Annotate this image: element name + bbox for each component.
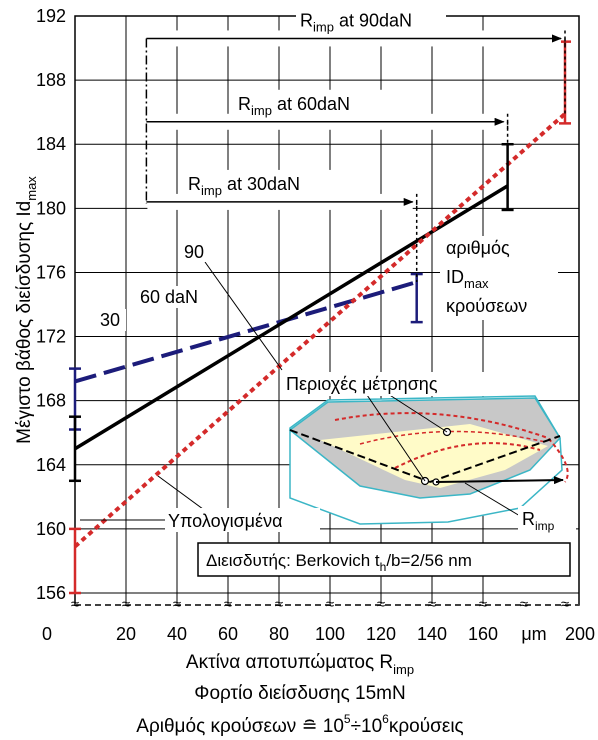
- y-tick-labels: 156 160 164 168 172 176 180 184 188 192: [36, 6, 66, 603]
- axis-break-marker: ≈: [122, 596, 130, 613]
- axis-break-marker: ≈: [71, 596, 79, 613]
- x-tick-label: 200: [565, 624, 595, 644]
- error-bar: [69, 415, 81, 483]
- r-imp-label: Rimp at 30daN: [188, 174, 300, 198]
- r-imp-arrow: Rimp at 90daN: [146, 6, 566, 47]
- x-unit-label: μm: [521, 624, 546, 644]
- series-line-90: [73, 112, 567, 549]
- measurement-regions-label: Περιοχές μέτρησης: [286, 374, 438, 394]
- x-tick-label: 140: [417, 624, 447, 644]
- r-imp-label: Rimp at 90daN: [300, 10, 412, 34]
- x-tick-label: 120: [366, 624, 396, 644]
- leader-90: [204, 261, 283, 371]
- r-imp-arrow: Rimp at 60daN: [146, 89, 509, 130]
- axis-break-marker: ≈: [479, 596, 487, 613]
- inset-red-contour-mid: [359, 430, 546, 445]
- r-imp-arrow: Rimp at 30daN: [146, 169, 418, 212]
- series-label-30: 30: [100, 310, 120, 330]
- y-axis-title: Μέγιστο βάθος διείσδυσης Idmax: [14, 176, 39, 444]
- inset-dashed-right: [429, 435, 561, 483]
- inset-red-contour-outer: [334, 412, 569, 483]
- axis-break-marker: ≈: [275, 596, 283, 613]
- y-tick-label: 176: [36, 262, 66, 282]
- impacts-footer: Αριθμός κρούσεων ≘ 105÷106κρούσεις: [136, 712, 463, 737]
- leader-measurement-a: [384, 391, 448, 433]
- y-tick-label: 180: [36, 198, 66, 218]
- x-axis-title: Ακτίνα αποτυπώματος Rimp: [186, 652, 414, 677]
- leader-r-imp: [464, 482, 521, 517]
- y-tick-label: 168: [36, 391, 66, 411]
- label-bg-impacts: [440, 236, 558, 320]
- series-label-60: 60 daN: [140, 287, 198, 307]
- error-bar: [69, 527, 81, 595]
- y-tick-label: 192: [36, 6, 66, 26]
- error-bars: [69, 40, 571, 595]
- impacts-id: IDmax: [446, 267, 489, 291]
- axis-break-marker: ≈: [377, 596, 385, 613]
- r-imp-label-bg: [234, 89, 384, 116]
- inset-dashed-left: [289, 429, 431, 483]
- inset-diagram: [288, 391, 569, 525]
- indenter-label: Διεισδυτής: Berkovich th/b=2/56 nm: [206, 551, 472, 574]
- x-tick-label: 20: [116, 624, 136, 644]
- series-label-90: 90: [184, 242, 204, 262]
- y-tick-label: 184: [36, 134, 66, 154]
- y-tick-label: 160: [36, 519, 66, 539]
- label-bg-60: [137, 286, 215, 308]
- x-tick-label: 80: [269, 624, 289, 644]
- impacts-unit: κρούσεων: [446, 296, 527, 316]
- inset-r-imp-label: Rimp: [522, 509, 555, 533]
- label-bg-30: [98, 309, 126, 331]
- y-tick-label: 172: [36, 327, 66, 347]
- label-bg-calculated: [165, 508, 320, 532]
- load-label: Φορτίο διείσδυσης 15mN: [194, 683, 405, 704]
- x-tick-labels: 0 20 40 60 80 100 120 140 160 200 μm: [42, 624, 595, 644]
- axis-break-markers: ≈ ≈ ≈ ≈ ≈ ≈ ≈ ≈ ≈ ≈ ≈: [71, 596, 569, 613]
- r-imp-label-bg: [184, 169, 334, 196]
- impacts-title: αριθμός: [446, 238, 510, 258]
- leader-calculated: [157, 475, 208, 513]
- axis-break-marker: ≈: [173, 596, 181, 613]
- y-tick-label: 156: [36, 583, 66, 603]
- inset-r-arrow: [435, 476, 564, 485]
- x-tick-label: 0: [42, 624, 52, 644]
- x-tick-label: 60: [218, 624, 238, 644]
- calculated-label: Υπολογισμένα: [168, 511, 283, 531]
- r-imp-label: Rimp at 60daN: [238, 94, 350, 118]
- inset-red-contour-inner: [394, 442, 541, 469]
- axis-break-marker: ≈: [520, 596, 528, 613]
- r-imp-arrows: Rimp at 30daN Rimp at 60daN Rimp at 90daN: [145, 6, 566, 283]
- axis-break-marker: ≈: [561, 596, 569, 613]
- x-tick-label: 100: [315, 624, 345, 644]
- y-tick-label: 188: [36, 70, 66, 90]
- axis-break-marker: ≈: [428, 596, 436, 613]
- label-bg-90: [180, 240, 212, 262]
- axis-break-marker: ≈: [326, 596, 334, 613]
- label-bg-rimp: [518, 506, 576, 536]
- label-bg-regions: [282, 372, 494, 396]
- x-tick-label: 160: [468, 624, 498, 644]
- x-tick-label: 40: [167, 624, 187, 644]
- r-imp-label-bg: [296, 6, 446, 33]
- series-lines: [73, 112, 567, 549]
- y-tick-label: 164: [36, 455, 66, 475]
- axis-break-marker: ≈: [224, 596, 232, 613]
- leader-measurement-b: [364, 391, 426, 482]
- indenter-box: [197, 542, 571, 577]
